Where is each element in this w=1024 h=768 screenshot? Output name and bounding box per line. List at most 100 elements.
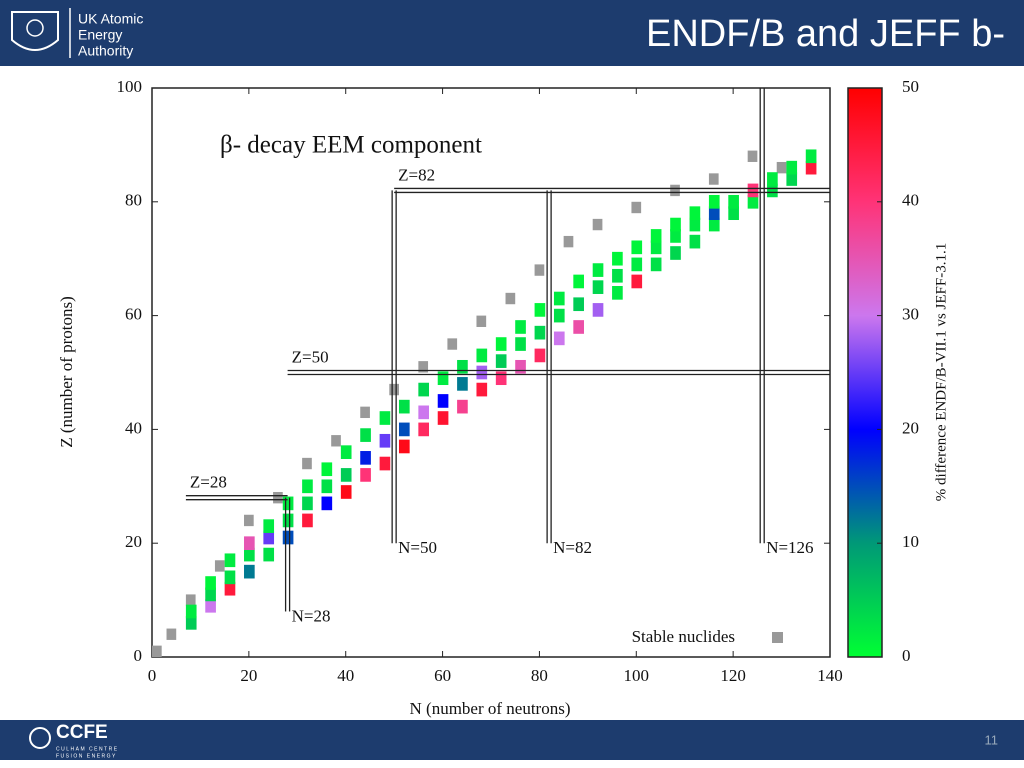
nuclide-cell [515, 320, 526, 334]
footer-sub: CULHAM CENTRE [56, 746, 119, 752]
nuclide-cell [553, 331, 565, 346]
nuclide-cell [708, 217, 720, 232]
nuclide-cell [340, 468, 352, 482]
nuclide-cell [437, 371, 449, 386]
nuclide-cell [321, 496, 333, 511]
nuclide-cell [612, 286, 623, 300]
nuclide-cell [263, 519, 275, 533]
nuclide-cell [612, 268, 623, 283]
stable-nuclide [185, 594, 196, 606]
nuclide-cell [631, 240, 643, 255]
nuclide-cell [321, 462, 333, 477]
nuclide-cell [670, 229, 681, 243]
footer-logo-mark [29, 727, 51, 749]
y-tick-label: 20 [125, 532, 142, 551]
nuclide-cell [185, 616, 197, 630]
nuclide-cell [457, 377, 468, 391]
magic-label: N=50 [398, 538, 437, 557]
stable-nuclide [273, 491, 283, 504]
colorbar-label: % difference ENDF/B-VII.1 vs JEFF-3.1.1 [933, 243, 949, 501]
x-tick-label: 0 [148, 666, 157, 685]
magic-label: Z=50 [292, 347, 329, 366]
nuclide-cell [224, 581, 236, 596]
nuclide-cell [224, 553, 236, 568]
nuclide-cell [476, 348, 488, 363]
nuclide-cell [495, 371, 507, 386]
x-axis-label: N (number of neutrons) [410, 699, 571, 718]
nuclide-cell [786, 172, 798, 186]
y-tick-label: 60 [125, 305, 142, 324]
footer-logo: CCFE [56, 722, 108, 743]
y-tick-label: 80 [125, 191, 142, 210]
footer-sub: FUSION ENERGY [56, 753, 117, 759]
nuclide-cell [573, 320, 584, 334]
slide-title: ENDF/B and JEFF b- [646, 13, 1005, 55]
nuclide-cell [650, 240, 662, 255]
nuclide-cell [534, 303, 546, 317]
nuclide-cell [612, 251, 623, 266]
nuclide-cell [282, 513, 294, 528]
nuclide-cell [573, 297, 584, 312]
nuclide-cell [302, 479, 313, 494]
nuclide-cell [437, 394, 449, 408]
nuclide-cell [263, 530, 275, 545]
nuclide-cell [573, 274, 584, 289]
chart-title: β- decay EEM component [220, 132, 482, 159]
nuclide-cell [592, 303, 604, 317]
nuclide-cell [747, 194, 759, 209]
magic-label: Z=82 [398, 165, 435, 184]
stable-nuclide [563, 235, 574, 248]
nuclide-cell [650, 229, 662, 243]
x-tick-label: 80 [531, 666, 548, 685]
nuclide-cell [631, 274, 643, 289]
nuclide-cell [282, 496, 294, 511]
magic-label: Z=28 [190, 473, 227, 492]
nuclide-cell [592, 280, 604, 294]
nuclide-cell [747, 183, 759, 198]
y-tick-label: 0 [134, 646, 143, 665]
nuclide-cell [379, 456, 391, 471]
nuclide-cell [650, 257, 662, 272]
nuclide-cell [689, 217, 701, 232]
y-tick-label: 100 [117, 77, 143, 96]
crest [11, 11, 59, 51]
stable-nuclide [360, 406, 370, 419]
colorbar-tick-label: 50 [902, 77, 919, 96]
stable-nuclide [776, 161, 787, 174]
header-bar [0, 0, 1024, 66]
nuclide-cell [689, 234, 701, 249]
nuclide-cell [244, 564, 255, 579]
nuclide-cell [185, 604, 197, 619]
stable-nuclide [152, 645, 162, 657]
nuclide-cell [205, 598, 216, 613]
nuclide-cell [398, 422, 410, 437]
nuclide-cell [728, 194, 739, 209]
nuclide-cell [418, 382, 430, 397]
nuclide-cell [708, 194, 720, 209]
magic-label: N=126 [766, 538, 813, 557]
nuclide-cell [689, 206, 701, 221]
nuclide-cell [360, 451, 371, 465]
page-number: 11 [985, 732, 999, 747]
stable-nuclide [708, 173, 719, 185]
nuclide-cell [515, 337, 526, 351]
nuclide-cell [553, 308, 565, 323]
stable-nuclide [244, 514, 254, 527]
org-name: UK Atomic [78, 11, 143, 27]
stable-nuclide [747, 150, 758, 162]
nuclide-cell [379, 433, 391, 448]
nuclide-cell [515, 359, 526, 374]
nuclide-cell [379, 411, 391, 425]
x-tick-label: 20 [240, 666, 257, 685]
magic-label: N=82 [553, 538, 592, 557]
nuclide-cell [534, 325, 546, 340]
nuclide-cell [224, 570, 236, 585]
nuclide-cell [786, 160, 798, 175]
nuclide-cell [205, 576, 216, 590]
magic-label: N=28 [292, 606, 331, 625]
nuclide-cell [321, 479, 333, 494]
nuclide-cell [398, 439, 410, 454]
colorbar-tick-label: 20 [902, 418, 919, 437]
